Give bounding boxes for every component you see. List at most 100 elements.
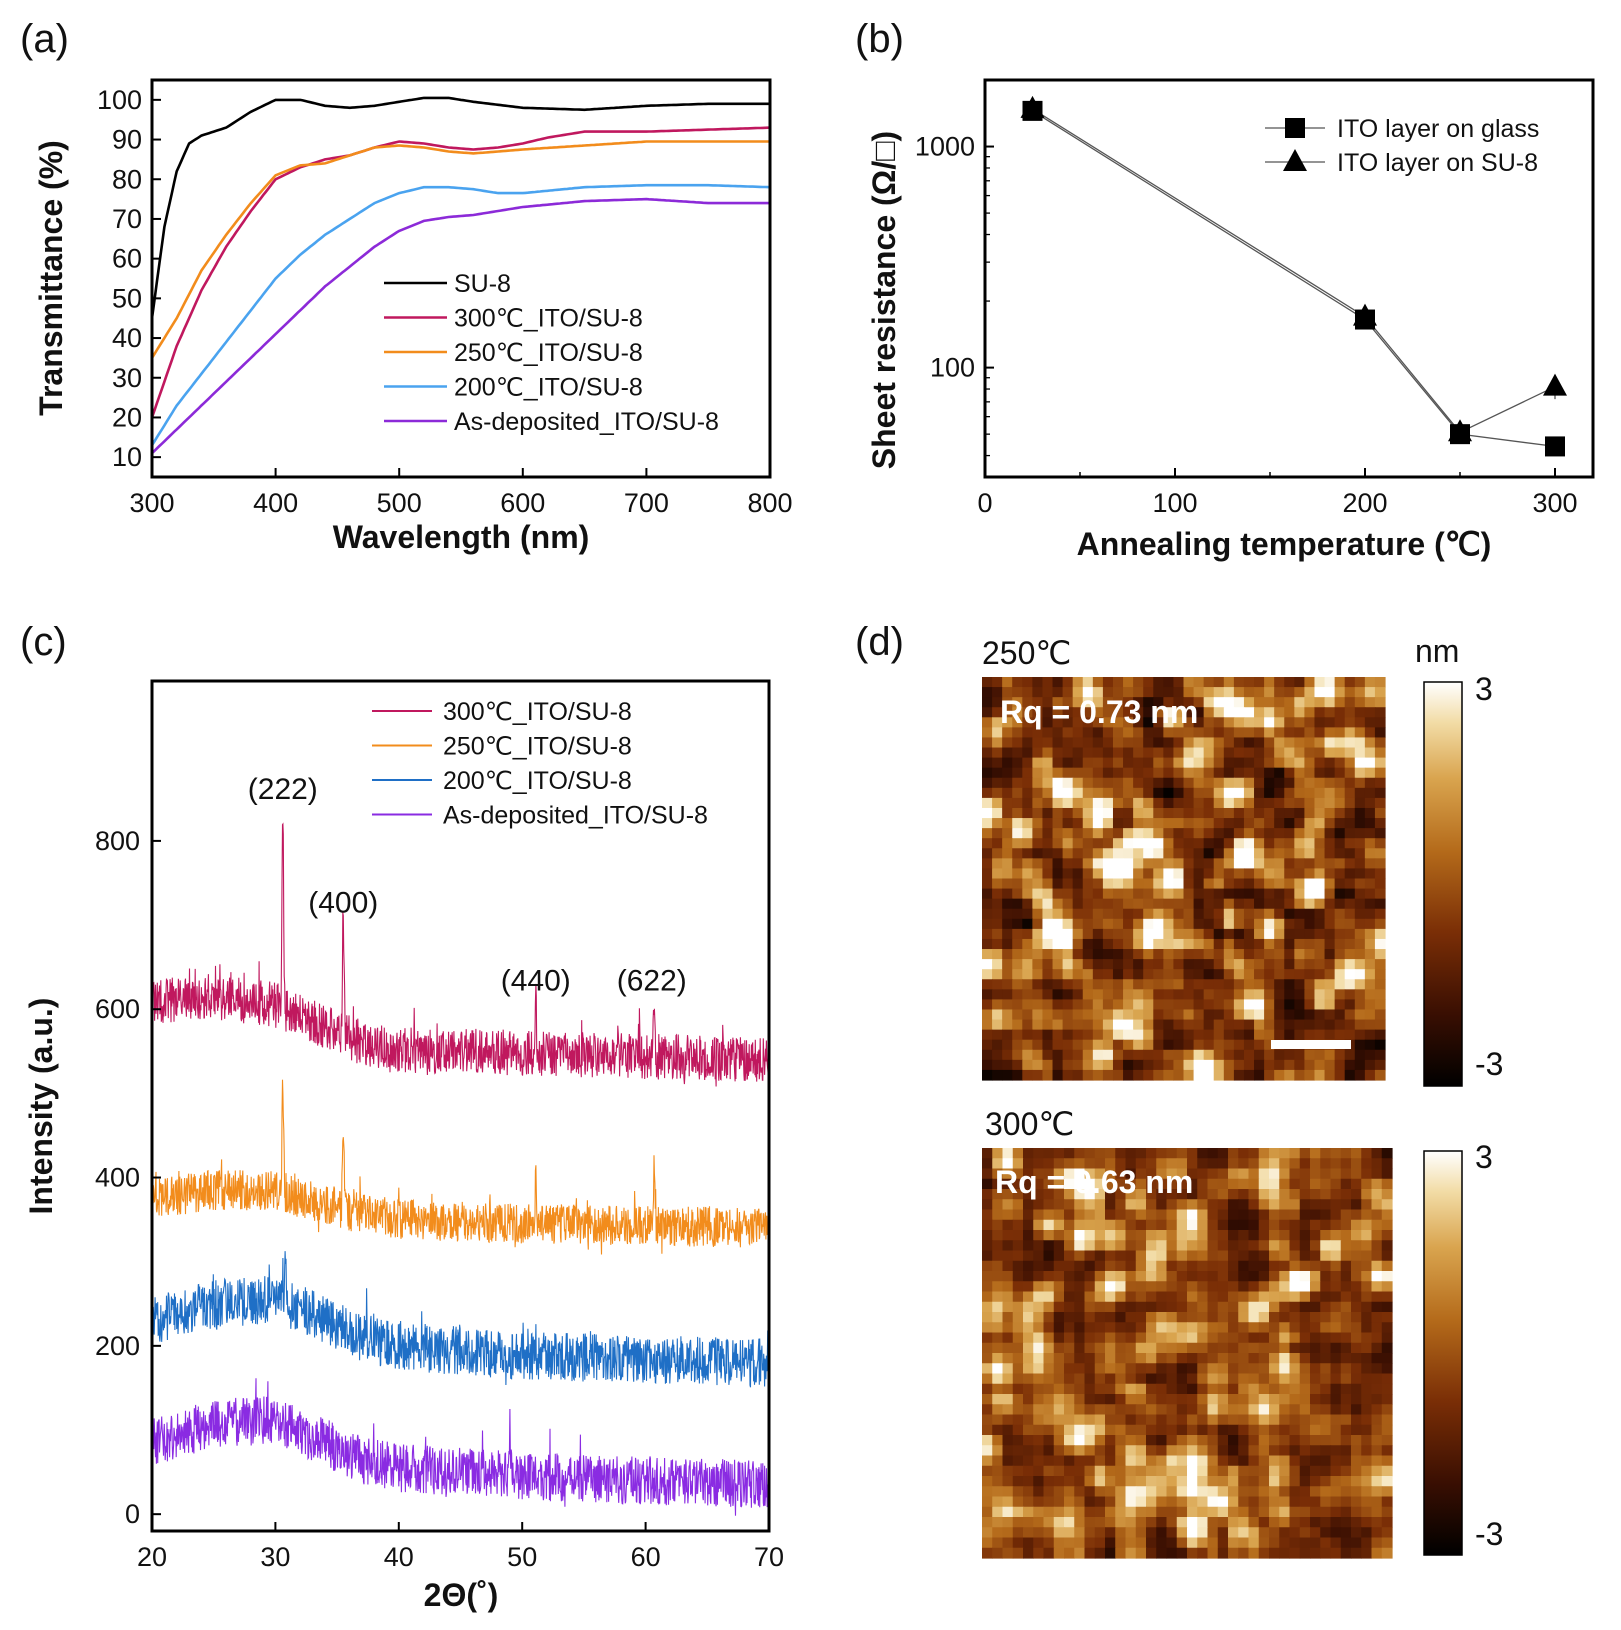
afm-pixel: [1094, 1240, 1106, 1252]
afm-pixel: [1207, 1455, 1219, 1467]
afm-pixel: [1330, 1547, 1342, 1559]
afm-pixel: [1314, 848, 1326, 859]
afm-pixel: [1314, 717, 1326, 728]
afm-pixel: [1223, 1049, 1235, 1061]
afm-pixel: [992, 1240, 1004, 1252]
afm-pixel: [1043, 1332, 1055, 1344]
afm-pixel: [1197, 1158, 1209, 1170]
afm-pixel: [1304, 838, 1316, 849]
afm-pixel: [1289, 1527, 1301, 1539]
afm-pixel: [1022, 707, 1033, 718]
afm-pixel: [1213, 787, 1225, 799]
afm-pixel: [1023, 1455, 1034, 1467]
afm-pixel: [1135, 1363, 1147, 1375]
afm-pixel: [1233, 868, 1245, 880]
afm-pixel: [1193, 737, 1205, 749]
afm-pixel: [1304, 717, 1316, 728]
afm-pixel: [1340, 1178, 1352, 1190]
afm-pixel: [1248, 1271, 1260, 1282]
afm-pixel: [1084, 1455, 1096, 1467]
afm-pixel: [1002, 878, 1013, 890]
panel-a-series-line-4: [152, 197, 770, 455]
afm-pixel: [1082, 707, 1094, 718]
afm-pixel: [1143, 777, 1154, 789]
afm-pixel: [1082, 949, 1094, 960]
afm-pixel: [1133, 888, 1144, 900]
afm-pixel: [1052, 1069, 1064, 1081]
afm-pixel: [1042, 1059, 1054, 1071]
afm-pixel: [1269, 1363, 1280, 1375]
afm-pixel: [1248, 1517, 1260, 1528]
afm-pixel: [1274, 717, 1285, 728]
afm-pixel: [1299, 1383, 1311, 1395]
afm-pixel: [1156, 1414, 1168, 1426]
afm-pixel: [1233, 959, 1245, 970]
afm-pixel: [1207, 1486, 1219, 1498]
afm-pixel: [1166, 1230, 1178, 1241]
afm-pixel: [1146, 1353, 1157, 1364]
afm-pixel: [992, 838, 1003, 849]
afm-pixel: [1115, 1506, 1127, 1518]
afm-pixel: [1344, 868, 1356, 880]
afm-pixel: [1299, 1312, 1311, 1323]
afm-pixel: [1284, 697, 1295, 708]
afm-pixel: [1207, 1517, 1219, 1528]
afm-pixel: [1135, 1301, 1147, 1313]
afm-pixel: [1023, 1240, 1034, 1252]
afm-pixel: [1166, 1517, 1178, 1528]
afm-pixel: [1223, 1029, 1235, 1041]
afm-pixel: [1228, 1373, 1239, 1385]
afm-pixel: [1351, 1496, 1362, 1508]
afm-pixel: [1115, 1322, 1127, 1334]
afm-pixel: [1002, 848, 1013, 859]
afm-pixel: [1062, 999, 1074, 1011]
afm-pixel: [1269, 1240, 1280, 1252]
afm-pixel: [1166, 1486, 1178, 1498]
afm-pixel: [1197, 1476, 1209, 1487]
afm-pixel: [1084, 1353, 1096, 1364]
afm-pixel: [1002, 959, 1013, 970]
afm-pixel: [1187, 1219, 1198, 1231]
afm-pixel: [1072, 918, 1084, 930]
afm-pixel: [1361, 1158, 1373, 1170]
panel-label-a: (a): [20, 17, 69, 61]
afm-pixel: [1254, 838, 1265, 849]
afm-pixel: [1284, 747, 1295, 759]
afm-image-300: [982, 1148, 1393, 1559]
afm-pixel: [1213, 777, 1225, 789]
afm-pixel: [1012, 1363, 1024, 1375]
afm-pixel: [1207, 1445, 1219, 1457]
afm-pixel: [1187, 1301, 1198, 1313]
afm-pixel: [1289, 1312, 1301, 1323]
afm-pixel: [1207, 1383, 1219, 1395]
afm-pixel: [1269, 1476, 1280, 1487]
afm-pixel: [1012, 1178, 1024, 1190]
afm-pixel: [1344, 959, 1356, 970]
afm-pixel: [1053, 1424, 1065, 1436]
afm-pixel: [1102, 807, 1114, 819]
afm-pixel: [1243, 1039, 1255, 1051]
afm-pixel: [1153, 898, 1164, 910]
afm-pixel: [1092, 928, 1104, 940]
afm-pixel: [1052, 908, 1064, 920]
afm-pixel: [1248, 1322, 1260, 1334]
afm-pixel: [1163, 1039, 1175, 1051]
afm-pixel: [1284, 1059, 1295, 1071]
afm-pixel: [1115, 1373, 1127, 1385]
afm-pixel: [1228, 1383, 1239, 1395]
afm-pixel: [1146, 1148, 1157, 1159]
afm-pixel: [1125, 1189, 1137, 1200]
afm-pixel: [1294, 838, 1305, 849]
afm-pixel: [1274, 767, 1285, 779]
afm-pixel: [1135, 1199, 1147, 1211]
afm-pixel: [1197, 1363, 1209, 1375]
afm-pixel: [1187, 1312, 1198, 1323]
afm-pixel: [1064, 1537, 1075, 1549]
afm-pixel: [1084, 1506, 1096, 1518]
afm-pixel: [1062, 777, 1074, 789]
afm-pixel: [992, 878, 1003, 890]
afm-pixel: [1042, 697, 1054, 708]
afm-pixel: [1002, 1537, 1014, 1549]
afm-pixel: [1381, 1158, 1393, 1170]
afm-pixel: [1072, 989, 1084, 1000]
